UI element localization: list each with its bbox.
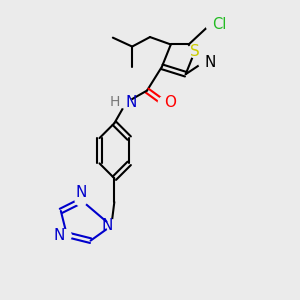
Circle shape	[188, 44, 201, 58]
Circle shape	[158, 97, 170, 108]
Text: O: O	[164, 95, 176, 110]
Circle shape	[59, 230, 71, 242]
Text: N: N	[126, 95, 137, 110]
Text: N: N	[54, 228, 65, 243]
Circle shape	[120, 97, 132, 108]
Circle shape	[106, 220, 119, 232]
Text: N: N	[204, 55, 216, 70]
Text: Cl: Cl	[212, 17, 227, 32]
Text: N: N	[101, 218, 112, 233]
Text: H: H	[109, 95, 120, 109]
Text: S: S	[190, 44, 200, 59]
Text: N: N	[75, 185, 87, 200]
Circle shape	[206, 18, 219, 31]
Circle shape	[75, 194, 87, 206]
Circle shape	[198, 56, 210, 68]
Circle shape	[114, 97, 125, 107]
